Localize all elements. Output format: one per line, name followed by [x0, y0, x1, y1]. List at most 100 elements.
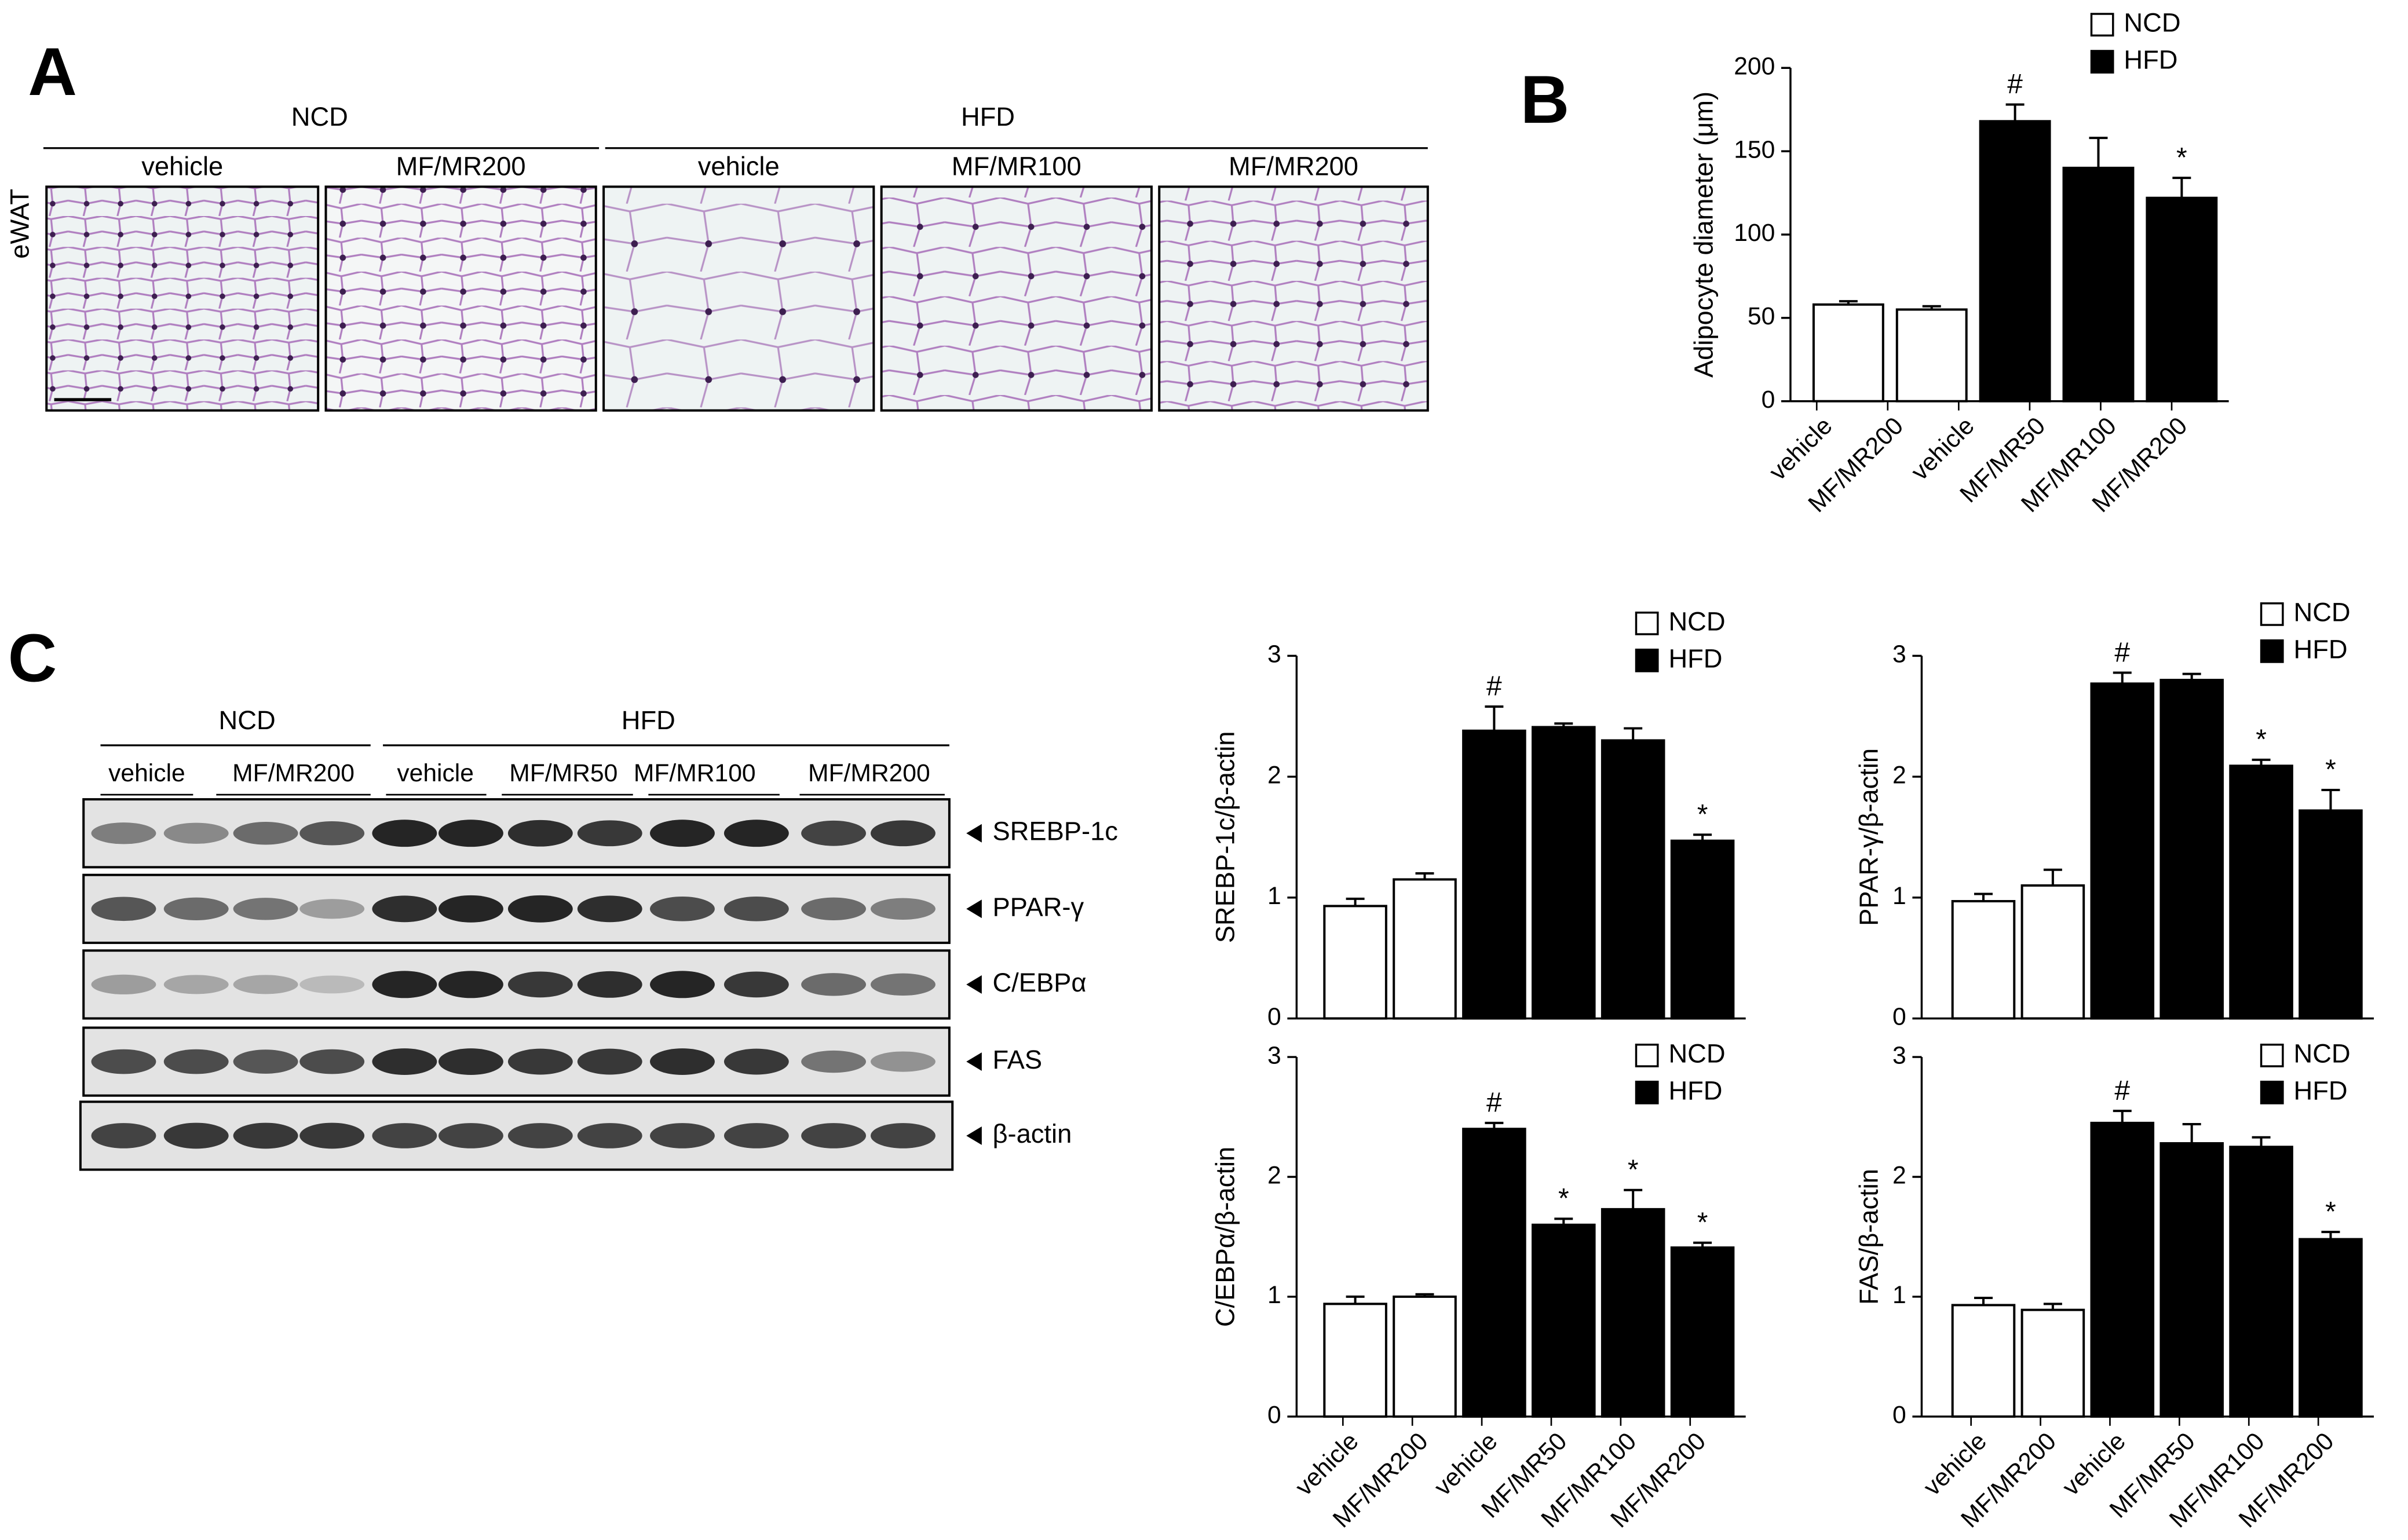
blot-band: [299, 1122, 365, 1149]
arrow: [966, 899, 982, 919]
histology-image: [1158, 185, 1429, 412]
error-bar: [1554, 722, 1573, 727]
y-tick-label: 0: [1267, 1401, 1281, 1429]
lane-label: MF/MR200: [232, 759, 355, 787]
legend-swatch: [2260, 602, 2284, 626]
blot-band: [91, 1123, 156, 1148]
error-bar: [2172, 177, 2191, 198]
bar: [1532, 1223, 1596, 1418]
blot-band: [724, 1048, 789, 1075]
legend-swatch: [2260, 1044, 2284, 1067]
blot-band: [650, 820, 715, 847]
blot-band: [438, 971, 503, 998]
blot-band: [507, 971, 573, 998]
blot-band: [724, 896, 789, 921]
y-axis-label: C/EBPα/β-actin: [1210, 1147, 1240, 1327]
blot-band: [507, 1048, 573, 1075]
histology-image: [45, 185, 320, 412]
blot-band: [871, 973, 936, 996]
arrow: [966, 824, 982, 843]
blot-band: [163, 1049, 229, 1074]
legend-swatch: [1635, 1044, 1659, 1067]
y-tick-label: 0: [1267, 1003, 1281, 1031]
bar: [1601, 739, 1665, 1020]
legend-label: HFD: [1668, 1076, 1722, 1105]
y-tick-label: 200: [1734, 52, 1775, 80]
blot-band: [438, 895, 503, 923]
bar: [2090, 682, 2155, 1020]
legend-swatch: [1635, 1080, 1659, 1104]
y-tick-label: 1: [1267, 882, 1281, 910]
error-bar: [2113, 671, 2132, 684]
legend-label: HFD: [1668, 643, 1722, 673]
blot-band: [577, 1048, 642, 1075]
y-axis-label: PPAR-γ/β-actin: [1854, 748, 1883, 926]
blot-band: [233, 898, 298, 920]
annotation: *: [2325, 755, 2336, 785]
y-tick-label: 2: [1892, 1161, 1906, 1189]
blot-band: [650, 1048, 715, 1075]
bar: [2299, 809, 2363, 1020]
blot-band: [233, 822, 298, 845]
blot-band: [438, 820, 503, 847]
error-bar: [2089, 137, 2108, 168]
blot-band: [163, 975, 229, 994]
blot-band: [724, 971, 789, 998]
y-tick-label: 2: [1267, 1161, 1281, 1189]
blot-band: [650, 896, 715, 921]
annotation: #: [1486, 671, 1502, 702]
blot-band: [871, 1051, 936, 1072]
blot-band: [724, 820, 789, 847]
legend-label: HFD: [2294, 634, 2348, 664]
blot-band: [91, 822, 156, 844]
legend-label: NCD: [2294, 1038, 2351, 1068]
blot-band: [233, 975, 298, 994]
y-tick-label: 1: [1267, 1281, 1281, 1309]
blot-band: [163, 1122, 229, 1149]
lane-label: vehicle: [397, 759, 474, 787]
blot-band: [233, 1122, 298, 1149]
bar: [1979, 120, 2051, 403]
error-bar: [2043, 1303, 2062, 1310]
lane-label: MF/MR100: [952, 151, 1081, 181]
legend-label: HFD: [2294, 1076, 2348, 1105]
annotation: *: [1697, 799, 1708, 830]
annotation: *: [2325, 1197, 2336, 1227]
blot-band: [577, 1123, 642, 1148]
group-label: HFD: [622, 705, 675, 735]
error-bar: [1693, 1241, 1712, 1248]
annotation: *: [1697, 1208, 1708, 1238]
lane-label: MF/MR200: [1229, 151, 1358, 181]
blot-band: [871, 820, 936, 847]
error-bar: [1415, 1293, 1434, 1297]
error-bar: [1974, 892, 1993, 902]
annotation: #: [2114, 1076, 2130, 1106]
panel-label: C: [8, 620, 57, 696]
y-axis-label: Adipocyte diameter (μm): [1689, 92, 1718, 378]
annotation: *: [1558, 1183, 1569, 1214]
legend-label: NCD: [2294, 597, 2351, 627]
blot-band: [801, 1123, 867, 1148]
bar: [2020, 1308, 2085, 1418]
blot-band: [163, 897, 229, 921]
y-axis-label: FAS/β-actin: [1854, 1169, 1883, 1305]
histology-image: [880, 185, 1153, 412]
bar: [1951, 900, 2016, 1020]
bar: [1393, 1295, 1457, 1418]
lane-label: MF/MR200: [808, 759, 930, 787]
blot-band: [299, 975, 365, 994]
y-tick-label: 2: [1892, 761, 1906, 789]
error-bar: [1485, 705, 1504, 731]
bar: [2146, 196, 2218, 403]
error-bar: [2252, 758, 2271, 766]
bar: [1462, 729, 1526, 1020]
blot-band: [507, 820, 573, 847]
lane-label: MF/MR200: [396, 151, 526, 181]
error-bar: [1346, 897, 1365, 906]
legend-swatch: [1635, 612, 1659, 635]
error-bar: [2005, 103, 2025, 122]
bar: [1670, 1246, 1735, 1418]
y-tick-label: 0: [1762, 386, 1775, 414]
